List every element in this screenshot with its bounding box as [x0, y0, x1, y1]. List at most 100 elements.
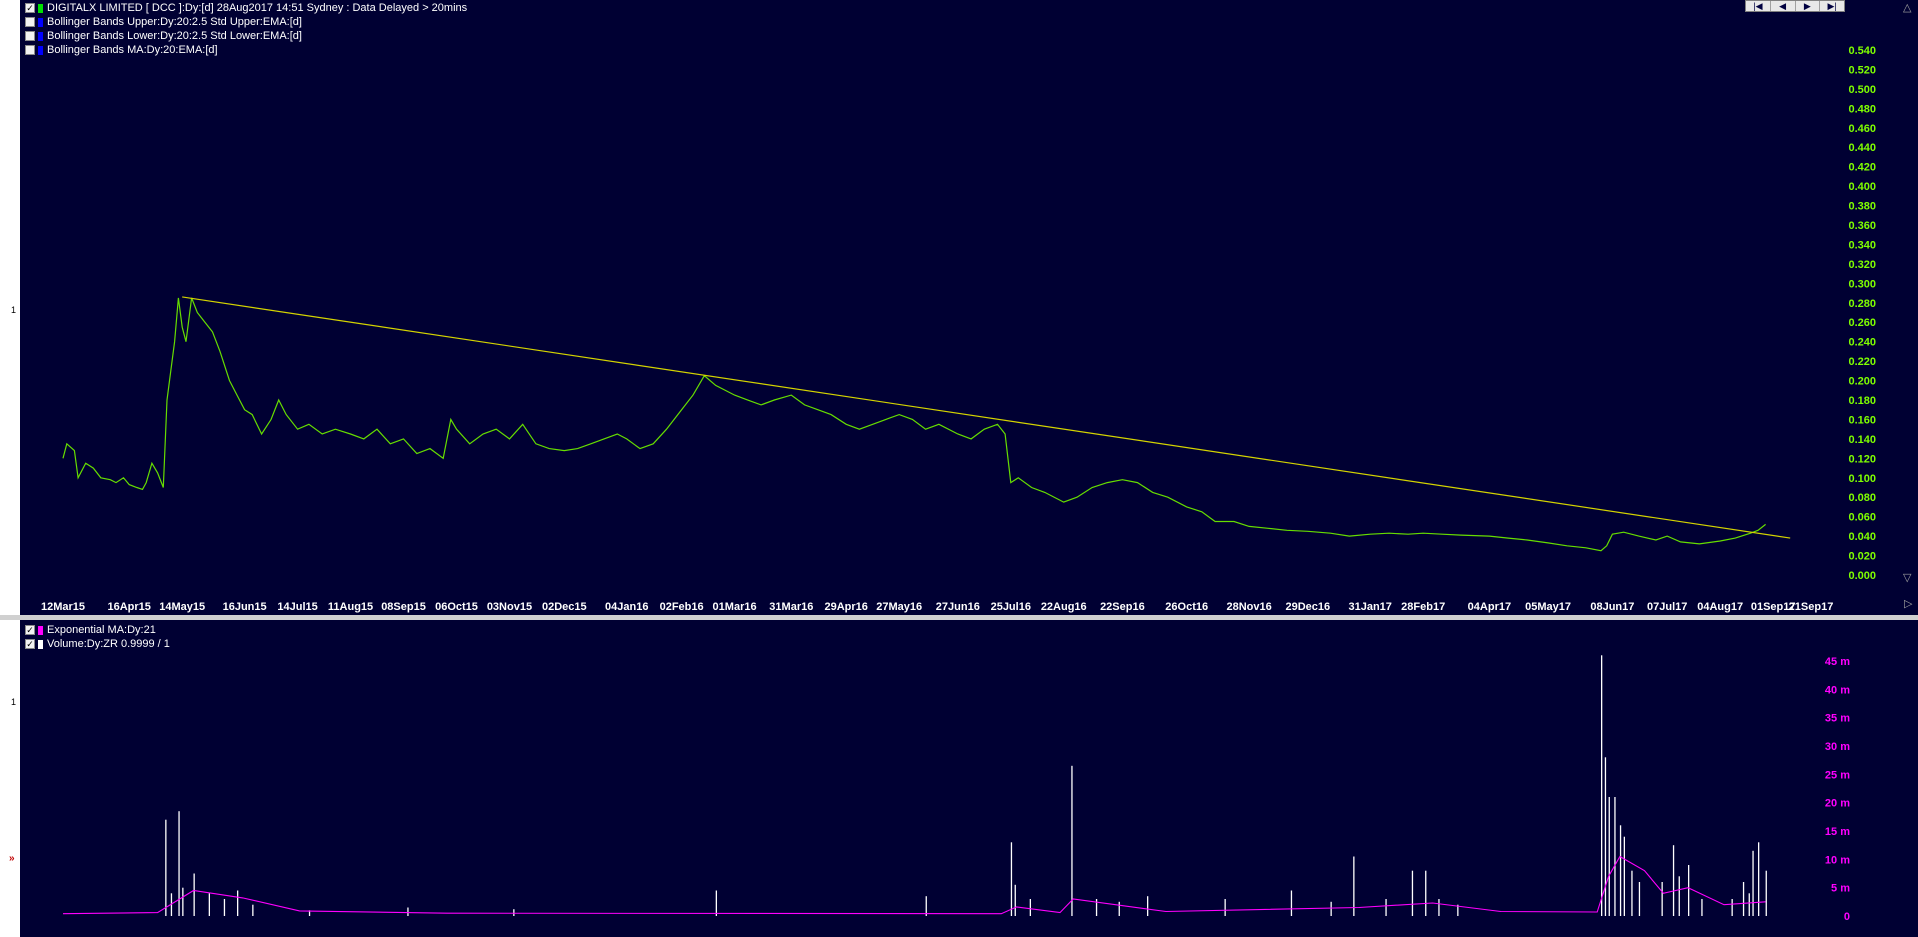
scroll-down-icon[interactable]: ▽ — [1903, 572, 1912, 584]
volume-y-tick-label: 30 m — [1825, 741, 1850, 753]
legend-label: DIGITALX LIMITED [ DCC ]:Dy:[d] 28Aug201… — [47, 2, 468, 14]
volume-bar — [1014, 884, 1016, 916]
y-tick-label: 0.300 — [1848, 278, 1876, 290]
legend-swatch — [38, 45, 43, 55]
x-tick-label: 01Sep17 — [1751, 601, 1796, 613]
volume-bar — [407, 907, 409, 916]
x-tick-label: 01Mar16 — [713, 601, 757, 613]
scroll-up-icon[interactable]: △ — [1903, 2, 1912, 14]
checkbox-icon[interactable] — [25, 31, 35, 41]
volume-bar — [252, 904, 254, 916]
x-tick-label: 26Oct16 — [1165, 601, 1208, 613]
first-icon[interactable]: |◀ — [1746, 1, 1771, 11]
x-tick-label: 16Jun15 — [223, 601, 267, 613]
volume-bar — [1385, 899, 1387, 916]
y-tick-label: 0.320 — [1848, 259, 1876, 271]
volume-bar — [1438, 899, 1440, 916]
x-tick-label: 22Aug16 — [1041, 601, 1087, 613]
y-tick-label: 0.160 — [1848, 414, 1876, 426]
volume-bar — [1661, 882, 1663, 916]
checkbox-icon[interactable] — [25, 17, 35, 27]
volume-bar — [925, 896, 927, 916]
checkbox-checked-icon[interactable]: ✓ — [25, 639, 35, 649]
volume-bar — [1095, 899, 1098, 916]
checkbox-checked-icon[interactable]: ✓ — [25, 625, 35, 635]
volume-y-tick-label: 10 m — [1825, 854, 1850, 866]
legend-item: Bollinger Bands Upper:Dy:20:2.5 Std Uppe… — [25, 16, 302, 28]
x-tick-label: 31Mar16 — [769, 601, 813, 613]
y-tick-label: 0.020 — [1848, 551, 1876, 563]
y-tick-label: 0.180 — [1848, 395, 1876, 407]
y-tick-label: 0.440 — [1848, 142, 1876, 154]
volume-y-tick-label: 35 m — [1825, 713, 1850, 725]
volume-bar — [1147, 896, 1149, 916]
legend-item: Bollinger Bands Lower:Dy:20:2.5 Std Lowe… — [25, 30, 302, 42]
legend-item: ✓ DIGITALX LIMITED [ DCC ]:Dy:[d] 28Aug20… — [25, 2, 467, 14]
checkbox-checked-icon[interactable]: ✓ — [25, 3, 35, 13]
y-tick-label: 0.080 — [1848, 492, 1876, 504]
volume-bar — [715, 890, 717, 916]
y-tick-label: 0.380 — [1848, 201, 1876, 213]
legend-item: ✓ Volume:Dy:ZR 0.9999 / 1 — [25, 638, 170, 650]
volume-panel-index: 1 — [11, 697, 17, 707]
x-tick-label: 27May16 — [876, 601, 922, 613]
x-tick-label: 28Feb17 — [1401, 601, 1445, 613]
y-tick-label: 0.540 — [1848, 45, 1876, 57]
ema-line — [62, 855, 1766, 915]
volume-bar — [1010, 842, 1013, 916]
y-tick-label: 0.120 — [1848, 453, 1876, 465]
y-tick-label: 0.460 — [1848, 123, 1876, 135]
volume-bar — [1118, 901, 1120, 916]
legend-swatch — [38, 3, 43, 13]
x-tick-label: 08Sep15 — [381, 601, 426, 613]
x-tick-label: 11Aug15 — [328, 601, 373, 613]
y-tick-label: 0.520 — [1848, 64, 1876, 76]
x-tick-label: 05May17 — [1525, 601, 1571, 613]
volume-bar — [513, 909, 515, 916]
x-tick-label: 29Dec16 — [1285, 601, 1330, 613]
volume-bar — [182, 887, 184, 916]
next-icon[interactable]: ▶ — [1796, 1, 1821, 11]
volume-bar — [1604, 757, 1607, 916]
scroll-right-icon[interactable]: ▷ — [1904, 598, 1913, 610]
previous-icon[interactable]: ◀ — [1771, 1, 1796, 11]
volume-bar — [1701, 899, 1703, 916]
volume-bar — [237, 890, 239, 916]
volume-y-tick-label: 0 — [1844, 911, 1850, 923]
x-tick-label: 02Feb16 — [660, 601, 704, 613]
volume-y-tick-label: 25 m — [1825, 769, 1850, 781]
y-tick-label: 0.360 — [1848, 220, 1876, 232]
volume-bar — [208, 893, 210, 916]
y-tick-label: 0.220 — [1848, 356, 1876, 368]
legend-label: Bollinger Bands MA:Dy:20:EMA:[d] — [47, 44, 218, 56]
volume-bar — [223, 899, 226, 916]
volume-y-tick-label: 40 m — [1825, 684, 1850, 696]
volume-bar — [1631, 870, 1633, 916]
checkbox-icon[interactable] — [25, 45, 35, 55]
legend-item: Bollinger Bands MA:Dy:20:EMA:[d] — [25, 44, 218, 56]
volume-y-tick-label: 20 m — [1825, 798, 1850, 810]
volume-bar — [165, 819, 167, 916]
last-icon[interactable]: ▶| — [1827, 1, 1837, 11]
legend-item: ✓ Exponential MA:Dy:21 — [25, 624, 156, 636]
volume-bar — [1758, 842, 1760, 916]
x-tick-label: 28Nov16 — [1227, 601, 1272, 613]
x-tick-label: 08Jun17 — [1590, 601, 1634, 613]
volume-bar — [1619, 825, 1622, 916]
price-plot: 0.000 0.020 0.040 0.060 0.080 0.100 0.120 0.140… — [41, 45, 1876, 613]
x-tick-label: 04Aug17 — [1697, 601, 1743, 613]
x-tick-label: 12Mar15 — [41, 601, 85, 613]
volume-bar — [1742, 882, 1745, 916]
y-tick-label: 0.040 — [1848, 531, 1876, 543]
expand-arrow-icon[interactable]: » — [9, 853, 15, 864]
x-tick-label: 06Oct15 — [435, 601, 478, 613]
volume-bar — [1330, 901, 1332, 916]
volume-bar — [1224, 899, 1226, 916]
x-tick-label: 04Apr17 — [1468, 601, 1511, 613]
price-panel-background — [20, 0, 1918, 615]
y-tick-label: 0.000 — [1848, 570, 1876, 582]
chart-navigation: |◀ ◀ ▶ ▶| — [1745, 0, 1845, 12]
volume-bar — [1678, 876, 1680, 916]
panel-divider[interactable] — [0, 615, 1918, 620]
